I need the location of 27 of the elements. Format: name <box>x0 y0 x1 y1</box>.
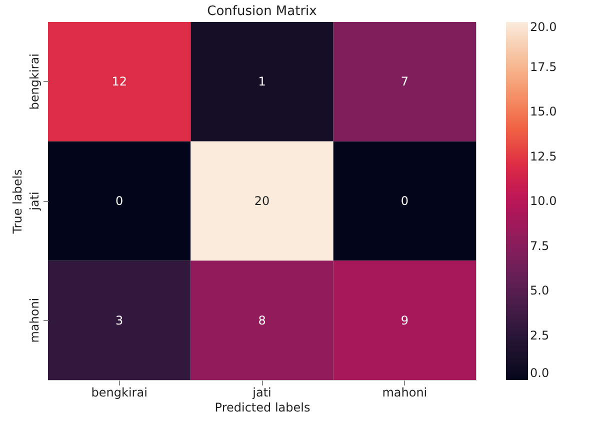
y-tick-label: mahoni <box>28 298 42 343</box>
color-bar-label: 7.5 <box>530 238 550 253</box>
data-label: 8 <box>258 313 266 328</box>
x-tick-label: jati <box>252 386 272 400</box>
data-label: 20 <box>254 194 270 208</box>
chart-title: Confusion Matrix <box>207 4 318 19</box>
y-axis-title: True labels <box>10 169 24 235</box>
data-label: 12 <box>112 74 127 89</box>
data-label: 7 <box>400 74 408 89</box>
y-tick-label: bengkirai <box>28 54 42 110</box>
y-tick-label: jati <box>28 192 42 212</box>
color-bar-label: 5.0 <box>530 284 550 298</box>
x-tick-label: mahoni <box>382 386 428 400</box>
color-bar-label: 15.0 <box>530 104 557 118</box>
color-bar-label: 2.5 <box>530 328 550 342</box>
color-bar-label: 12.5 <box>530 149 557 164</box>
color-bar-label: 17.5 <box>530 60 557 74</box>
color-bar-label: 10.0 <box>530 194 557 208</box>
x-tick-label: bengkirai <box>91 386 148 400</box>
data-label: 0 <box>400 194 408 208</box>
data-label: 9 <box>400 313 408 328</box>
color-bar-label: 20.0 <box>530 20 557 34</box>
data-label: 1 <box>258 74 266 89</box>
data-label: 3 <box>116 313 124 328</box>
data-label: 0 <box>116 194 124 208</box>
color-bar-label: 0.0 <box>530 366 550 380</box>
x-axis-title: Predicted labels <box>214 400 310 414</box>
